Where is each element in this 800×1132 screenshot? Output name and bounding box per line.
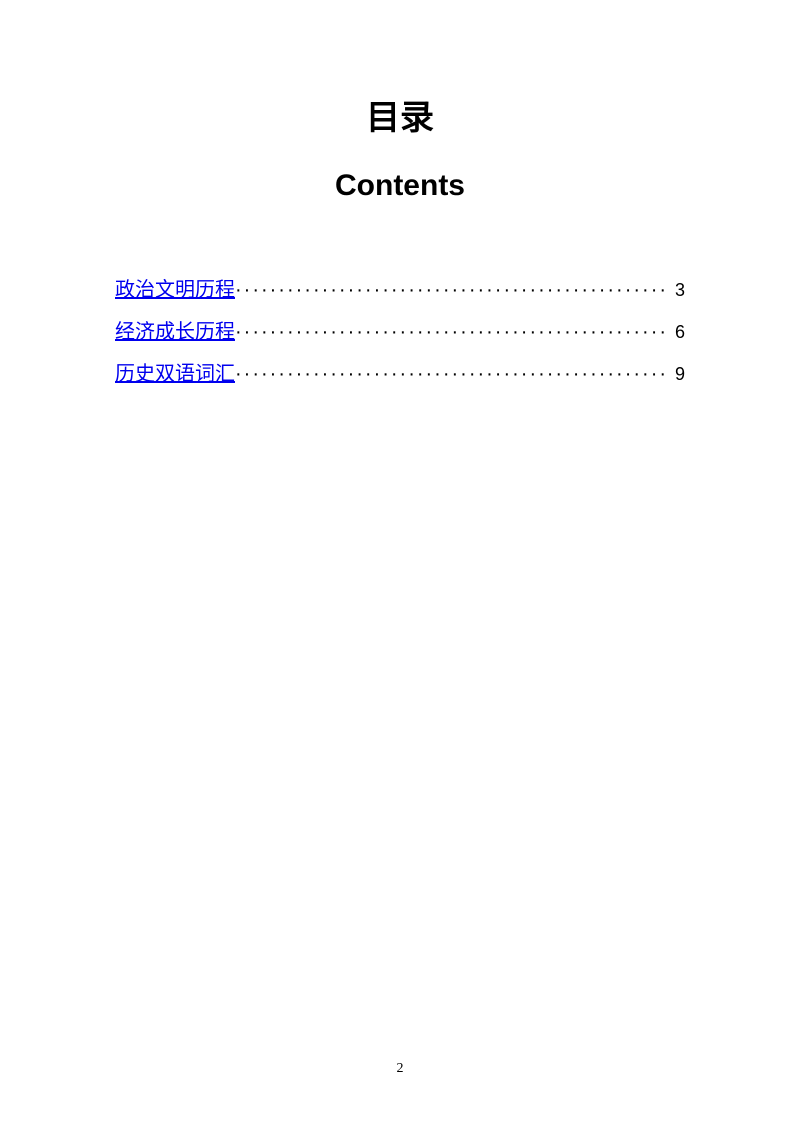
toc-link-2[interactable]: 经济成长历程	[115, 315, 235, 349]
toc-dots	[235, 315, 669, 349]
toc-link-1[interactable]: 政治文明历程	[115, 273, 235, 307]
toc-page-number: 6	[669, 317, 685, 348]
toc-dots	[235, 357, 669, 391]
title-english: Contents	[115, 169, 685, 203]
toc-link-3[interactable]: 历史双语词汇	[115, 357, 235, 391]
document-page: 目录 Contents 政治文明历程 3 经济成长历程 6 历史双语词汇 9	[0, 0, 800, 391]
toc-item: 政治文明历程 3	[115, 273, 685, 307]
page-number: 2	[0, 1061, 800, 1077]
title-chinese: 目录	[115, 90, 685, 139]
toc-dots	[235, 273, 669, 307]
toc-item: 历史双语词汇 9	[115, 357, 685, 391]
toc-page-number: 3	[669, 275, 685, 306]
toc-list: 政治文明历程 3 经济成长历程 6 历史双语词汇 9	[115, 273, 685, 391]
toc-item: 经济成长历程 6	[115, 315, 685, 349]
toc-page-number: 9	[669, 359, 685, 390]
